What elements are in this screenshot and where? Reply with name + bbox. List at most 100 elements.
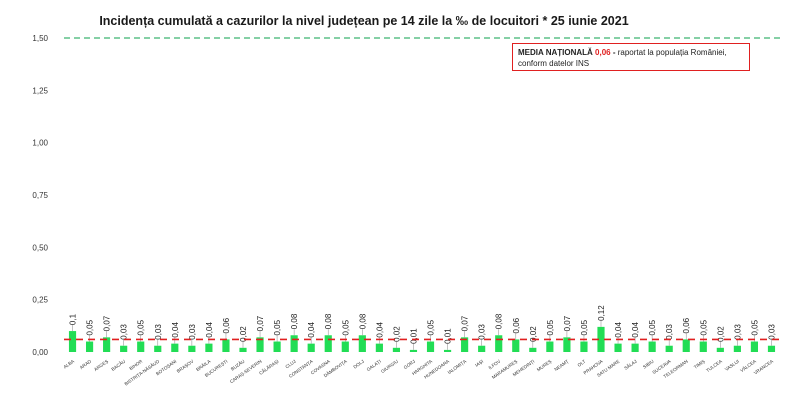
data-label: 0,04	[631, 322, 640, 338]
bar	[358, 335, 366, 352]
bar	[614, 343, 622, 352]
bar	[392, 347, 401, 352]
data-label: 0,05	[750, 319, 759, 335]
legend-text-1: raportat la populația României,	[617, 48, 727, 57]
data-label: 0,04	[375, 322, 384, 338]
data-label: 0,07	[563, 315, 572, 331]
x-tick-label: SIBIU	[642, 359, 655, 370]
bars-group: 0,1 0,05 0,07 0,03 0,05 0,03 0,04 0,03 0,04 0,06 0…	[68, 305, 776, 352]
bar	[648, 341, 656, 352]
x-tick-label: DOLJ	[352, 359, 364, 370]
x-tick-label: MUREȘ	[536, 359, 552, 373]
bar	[665, 345, 673, 352]
x-tick-label: TIMIȘ	[693, 359, 706, 370]
legend-value: 0,06	[595, 48, 611, 57]
bar	[103, 337, 111, 352]
data-label: 0,04	[614, 322, 623, 338]
bar	[137, 341, 145, 352]
bar	[426, 341, 435, 352]
x-axis: ALBA ARAD ARGEȘ BACĂU BIHORBISTRIȚA-NĂSĂUDBO…	[63, 357, 775, 386]
x-tick-label: VASLUI	[724, 359, 740, 372]
data-label: 0,08	[324, 313, 333, 329]
data-label: 0,04	[307, 322, 316, 338]
data-label: 0,03	[665, 324, 674, 340]
x-tick-label: BACĂU	[110, 358, 126, 372]
reference-lines	[64, 37, 780, 341]
bar	[512, 339, 520, 352]
bar	[529, 347, 537, 352]
data-label: 0,02	[716, 326, 725, 342]
bar	[205, 343, 213, 352]
data-label: 0,06	[682, 317, 691, 333]
data-label: 0,03	[478, 324, 487, 340]
bar	[324, 335, 332, 352]
data-label: 0,01	[444, 328, 453, 344]
bar	[443, 349, 452, 352]
data-label: 0,05	[648, 319, 657, 335]
x-tick-label: BRAȘOV	[176, 358, 195, 374]
data-label: 0,05	[546, 319, 555, 335]
bar	[716, 347, 724, 352]
bar	[682, 339, 690, 352]
bar	[290, 335, 298, 352]
legend-dash: -	[610, 48, 618, 57]
y-axis: 0,00 0,25 0,50 0,75 1,00 1,25 1,50	[32, 34, 48, 357]
data-label: 0,03	[733, 324, 742, 340]
bar	[256, 337, 264, 352]
data-label: 0,07	[103, 315, 112, 331]
data-label: 0,03	[120, 324, 129, 340]
x-tick-label: OLT	[577, 359, 587, 368]
national-average-legend: MEDIA NAȚIONALĂ 0,06 - raportat la popul…	[512, 43, 750, 71]
bar	[546, 341, 554, 352]
data-label: 0,03	[154, 324, 163, 340]
chart-title: Incidența cumulată a cazurilor la nivel …	[99, 14, 628, 28]
data-label: 0,05	[699, 319, 708, 335]
data-label: 0,12	[597, 305, 606, 321]
legend-line-2: conform datelor INS	[518, 59, 590, 68]
x-tick-label: GIURGIU	[380, 359, 399, 374]
data-label: 0,08	[495, 313, 504, 329]
bar	[85, 341, 94, 352]
bar	[68, 331, 77, 352]
legend-line-1: MEDIA NAȚIONALĂ 0,06 - raportat la popul…	[518, 47, 744, 58]
data-label: 0,08	[290, 313, 299, 329]
bar	[273, 341, 281, 352]
x-tick-label: NEAMȚ	[553, 359, 569, 372]
y-tick-label: 0,50	[32, 243, 48, 252]
bar	[495, 335, 503, 352]
x-tick-label: VRANCEA	[753, 358, 775, 375]
x-tick-label: GORJ	[403, 359, 416, 370]
y-tick-label: 1,25	[32, 86, 48, 95]
bar	[375, 343, 383, 352]
x-tick-label: CLUJ	[284, 359, 296, 370]
bar	[580, 341, 588, 352]
data-label: 0,05	[580, 319, 589, 335]
bar	[563, 337, 571, 352]
bar	[750, 341, 759, 352]
x-tick-label: ARAD	[79, 358, 93, 370]
data-label: 0,08	[358, 313, 367, 329]
bar	[631, 343, 639, 352]
data-label: 0,03	[767, 324, 776, 340]
data-label: 0,1	[69, 313, 78, 325]
data-label: 0,05	[86, 319, 95, 335]
bar	[699, 341, 707, 352]
data-label: 0,07	[256, 315, 265, 331]
data-label: 0,02	[529, 326, 538, 342]
bar	[188, 345, 196, 352]
bar	[461, 337, 469, 352]
y-tick-label: 1,50	[32, 34, 48, 43]
x-tick-label: IALOMIȚA	[447, 358, 468, 375]
data-label: 0,05	[137, 319, 146, 335]
bar	[171, 343, 179, 352]
x-tick-label: TULCEA	[705, 358, 723, 373]
y-tick-label: 0,75	[32, 191, 48, 200]
bar	[478, 345, 486, 352]
data-label: 0,01	[409, 328, 418, 344]
data-label: 0,05	[341, 319, 350, 335]
bar	[120, 345, 128, 352]
data-label: 0,04	[171, 322, 180, 338]
bar	[409, 349, 418, 352]
